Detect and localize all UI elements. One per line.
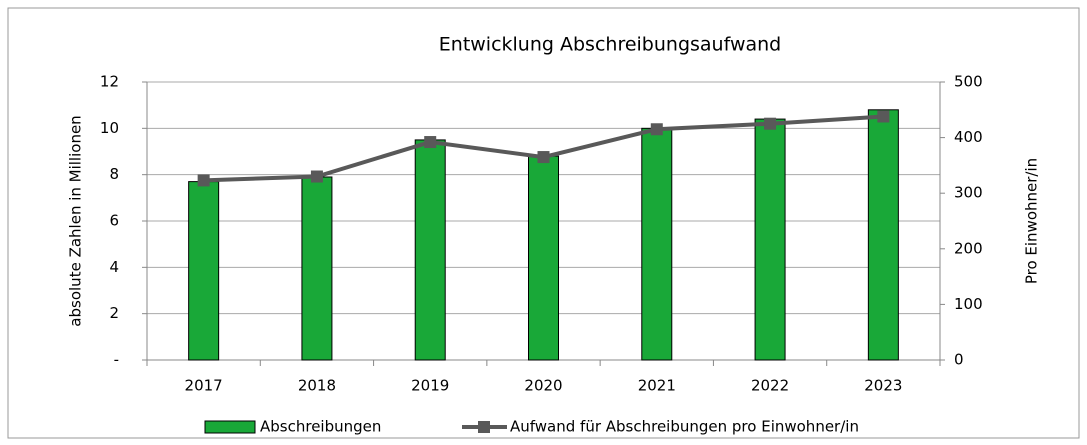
x-tick-label: 2020 [524,377,562,395]
y-tick-label: 4 [109,258,119,276]
x-tick-label: 2022 [751,377,789,395]
y2-tick-label: 200 [954,239,983,257]
x-tick-label: 2021 [638,377,676,395]
y2-tick-label: 100 [954,295,983,313]
x-tick-label: 2023 [864,377,902,395]
bar [301,176,333,361]
y-tick-label: 10 [100,119,119,137]
y2-tick-label: 0 [954,351,964,369]
bar [188,181,220,361]
legend-label: Abschreibungen [260,418,381,436]
marker [764,117,777,130]
y-tick-label: 12 [100,73,119,91]
y2-axis-label: Pro Einwohner/in [1023,158,1041,284]
bar [867,109,899,361]
y-tick-label: - [114,351,119,369]
x-tick-label: 2017 [185,377,223,395]
x-tick-label: 2018 [298,377,336,395]
y-tick-label: 2 [109,304,119,322]
y2-tick-label: 300 [954,184,983,202]
y2-tick-label: 500 [954,73,983,91]
chart-title: Entwicklung Abschreibungsaufwand [439,34,781,56]
y-axis-label: absolute Zahlen in Millionen [67,115,85,326]
y-tick-label: 6 [109,212,119,230]
marker [537,151,550,164]
marker [197,174,210,187]
x-tick-label: 2019 [411,377,449,395]
marker [424,136,437,149]
bar [754,118,786,361]
y-tick-label: 8 [109,165,119,183]
bar [414,139,446,361]
bar [641,127,673,361]
y2-tick-label: 400 [954,128,983,146]
marker [650,123,663,136]
bar [528,155,559,361]
legend-swatch [204,420,256,434]
legend-marker [478,421,490,433]
legend-label: Aufwand für Abschreibungen pro Einwohner… [510,418,859,436]
marker [310,170,323,183]
marker [877,110,890,123]
